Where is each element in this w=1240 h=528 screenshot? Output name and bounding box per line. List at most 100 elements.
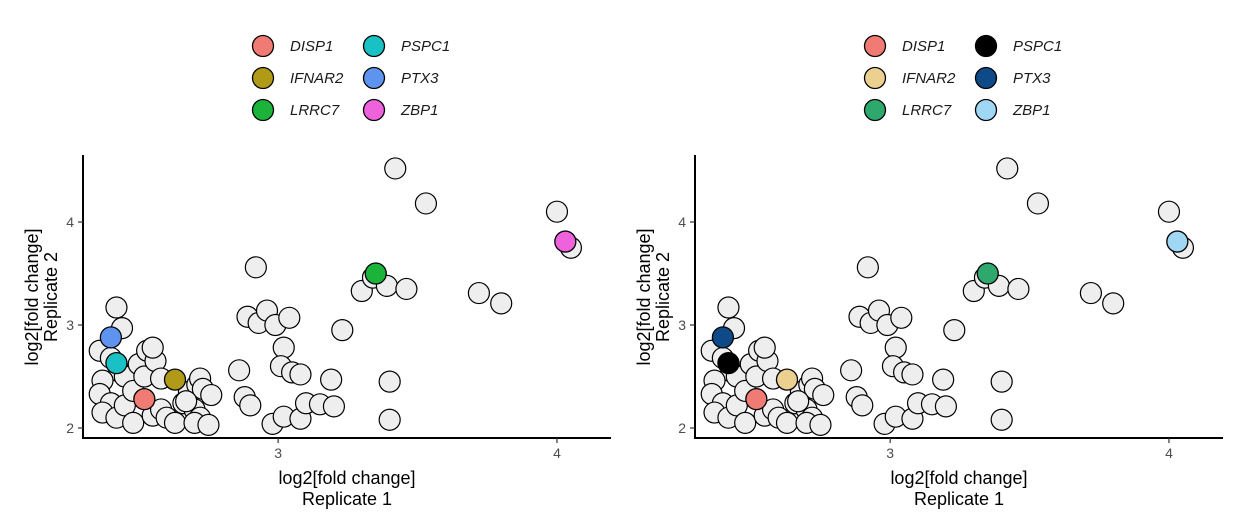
data-point xyxy=(775,411,799,434)
y-axis-title: Replicate 2 xyxy=(41,252,61,342)
y-tick-label: 2 xyxy=(66,420,74,436)
legend-item-lrrc7: LRRC7 xyxy=(251,98,340,122)
data-point xyxy=(856,256,879,279)
data-point xyxy=(934,395,958,418)
legend-label: DISP1 xyxy=(902,38,945,55)
data-point xyxy=(943,319,966,342)
data-point xyxy=(395,277,418,301)
data-point xyxy=(1157,200,1181,223)
highlight-point-disp1 xyxy=(133,388,156,411)
legend-item-ptx3: PTX3 xyxy=(362,66,439,90)
background-points xyxy=(88,157,583,437)
scatter-chart-left: DISP1 PSPC1 IFNAR2 PTX3 LRRC7 ZBP1 2 3 4 3 4 log2[f… xyxy=(22,34,611,509)
legend-label: PTX3 xyxy=(401,70,439,87)
highlight-point-lrrc7 xyxy=(364,262,387,285)
data-point xyxy=(809,413,832,437)
y-axis-title: Replicate 2 xyxy=(653,252,673,342)
x-tick-label: 3 xyxy=(886,445,894,461)
x-tick-label: 4 xyxy=(553,445,561,461)
legend-label: PTX3 xyxy=(1013,70,1051,87)
legend-item-pspc1: PSPC1 xyxy=(974,34,1062,58)
x-axis-title: Replicate 1 xyxy=(302,489,392,509)
data-point xyxy=(753,336,776,359)
data-point xyxy=(490,292,513,315)
legend-item-zbp1: ZBP1 xyxy=(362,98,439,122)
legend-item-zbp1: ZBP1 xyxy=(974,98,1051,122)
data-point xyxy=(734,411,757,434)
data-point xyxy=(272,336,295,359)
highlight-point-zbp1 xyxy=(554,230,577,253)
highlight-point-pspc1 xyxy=(717,351,740,375)
legend: DISP1 PSPC1 IFNAR2 PTX3 LRRC7 ZBP1 xyxy=(251,34,450,122)
data-point xyxy=(414,192,438,215)
data-point xyxy=(378,370,401,393)
data-point xyxy=(996,157,1019,180)
highlight-point-ifnar2 xyxy=(775,368,799,391)
legend-label: DISP1 xyxy=(290,38,333,55)
highlight-point-pspc1 xyxy=(105,351,128,375)
data-point xyxy=(278,306,301,329)
data-point xyxy=(717,296,740,319)
legend-swatch xyxy=(863,98,887,122)
legend-swatch xyxy=(974,34,998,58)
data-point xyxy=(884,336,907,359)
data-point xyxy=(105,296,128,319)
data-point xyxy=(932,368,955,391)
data-point xyxy=(197,413,220,437)
scatter-chart-right: DISP1 PSPC1 IFNAR2 PTX3 LRRC7 ZBP1 2 3 4 3 4 log2[f… xyxy=(634,34,1223,509)
chart-panel-left: DISP1 PSPC1 IFNAR2 PTX3 LRRC7 ZBP1 2 3 4 3 4 log2[f… xyxy=(0,0,612,528)
legend-swatch xyxy=(362,98,386,122)
data-point xyxy=(331,319,354,342)
x-axis-title: log2[fold change] xyxy=(278,468,415,488)
data-point xyxy=(901,363,924,386)
legend-label: LRRC7 xyxy=(290,102,340,119)
data-point xyxy=(322,395,346,418)
legend-label: ZBP1 xyxy=(1012,102,1051,119)
legend-swatch xyxy=(362,66,386,90)
data-point xyxy=(175,390,198,413)
highlight-point-ptx3 xyxy=(711,326,735,349)
highlight-point-ifnar2 xyxy=(163,368,187,391)
legend: DISP1 PSPC1 IFNAR2 PTX3 LRRC7 ZBP1 xyxy=(863,34,1062,122)
highlight-point-zbp1 xyxy=(1166,230,1189,253)
data-point xyxy=(200,383,223,407)
legend-swatch xyxy=(251,98,275,122)
data-point xyxy=(787,390,810,413)
legend-label: PSPC1 xyxy=(401,38,450,55)
data-point xyxy=(1007,277,1030,301)
data-point xyxy=(228,359,251,382)
highlighted-points xyxy=(99,230,577,411)
background-points xyxy=(700,157,1195,437)
data-point xyxy=(1079,281,1103,305)
legend-swatch xyxy=(974,98,998,122)
x-tick-label: 3 xyxy=(274,445,282,461)
legend-swatch xyxy=(974,66,998,90)
data-point xyxy=(990,370,1013,393)
legend-item-disp1: DISP1 xyxy=(251,34,333,58)
legend-swatch xyxy=(863,66,887,90)
legend-item-lrrc7: LRRC7 xyxy=(863,98,952,122)
legend-item-ptx3: PTX3 xyxy=(974,66,1051,90)
y-tick-label: 4 xyxy=(678,214,686,230)
y-tick-label: 3 xyxy=(66,317,74,333)
highlight-point-ptx3 xyxy=(99,326,123,349)
highlight-point-lrrc7 xyxy=(976,262,999,285)
legend-swatch xyxy=(251,66,275,90)
y-tick-label: 2 xyxy=(678,420,686,436)
data-point xyxy=(467,281,491,305)
legend-item-ifnar2: IFNAR2 xyxy=(863,66,956,90)
data-point xyxy=(163,411,187,434)
data-point xyxy=(384,157,407,180)
legend-swatch xyxy=(863,34,887,58)
y-axis-title: log2[fold change] xyxy=(634,228,654,365)
highlight-point-disp1 xyxy=(745,388,768,411)
data-point xyxy=(289,363,312,386)
legend-swatch xyxy=(251,34,275,58)
y-axis-title: log2[fold change] xyxy=(22,228,42,365)
legend-label: IFNAR2 xyxy=(290,70,344,87)
data-point xyxy=(1102,292,1125,315)
legend-label: LRRC7 xyxy=(902,102,952,119)
chart-panel-right: DISP1 PSPC1 IFNAR2 PTX3 LRRC7 ZBP1 2 3 4 3 4 log2[f… xyxy=(612,0,1224,528)
data-point xyxy=(890,306,913,329)
data-point xyxy=(840,359,863,382)
